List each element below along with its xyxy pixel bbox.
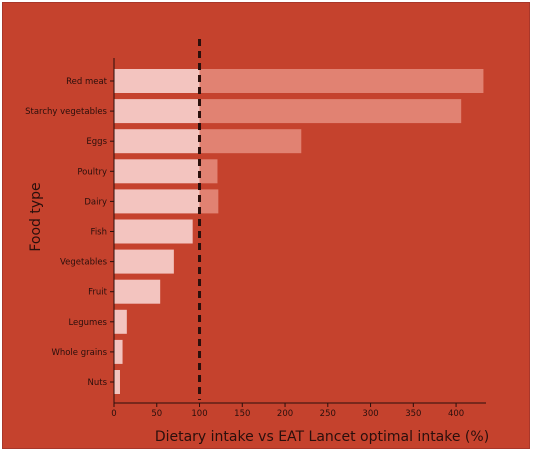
bar-poultry <box>114 159 200 184</box>
x-tick-label-100: 100 <box>191 409 207 419</box>
y-tick-label-starchy-vegetables: Starchy vegetables <box>25 107 107 117</box>
x-tick-label-50: 50 <box>151 409 162 419</box>
bar-excess-eggs <box>199 129 302 154</box>
y-tick-labels: Red meat Starchy vegetables Eggs Poultry Dai… <box>25 77 114 388</box>
y-tick-label-red-meat: Red meat <box>66 77 108 87</box>
x-tick-labels: 0 50 100 150 200 250 300 350 400 <box>111 403 464 419</box>
bar-excess-dairy <box>199 189 219 214</box>
x-tick-label-200: 200 <box>277 409 293 419</box>
bar-fish <box>114 219 193 244</box>
y-tick-label-dairy: Dairy <box>84 197 107 207</box>
bar-nuts <box>114 370 120 394</box>
bar-starchy-vegetables <box>114 99 200 124</box>
bar-excess-red-meat <box>199 69 484 93</box>
x-tick-label-300: 300 <box>362 409 378 419</box>
y-tick-label-eggs: Eggs <box>86 137 107 147</box>
y-tick-label-vegetables: Vegetables <box>60 258 108 268</box>
x-tick-label-250: 250 <box>320 409 336 419</box>
y-tick-label-nuts: Nuts <box>87 378 107 388</box>
y-axis-title: Food type <box>28 182 44 251</box>
x-axis-title: Dietary intake vs EAT Lancet optimal int… <box>155 429 489 445</box>
bar-vegetables <box>114 249 174 274</box>
y-tick-label-poultry: Poultry <box>77 167 107 177</box>
y-tick-label-fish: Fish <box>91 228 107 238</box>
bar-whole-grains <box>114 339 123 364</box>
y-tick-label-fruit: Fruit <box>88 288 108 298</box>
bars-layer <box>114 69 484 394</box>
bar-eggs <box>114 129 200 154</box>
x-tick-label-400: 400 <box>448 409 464 419</box>
bar-excess-poultry <box>199 159 218 184</box>
bar-fruit <box>114 279 161 304</box>
bar-chart: Red meat Starchy vegetables Eggs Poultry Dai… <box>3 3 529 448</box>
x-tick-label-0: 0 <box>111 409 116 419</box>
bar-red-meat <box>114 69 200 93</box>
x-tick-label-150: 150 <box>234 409 250 419</box>
bar-legumes <box>114 309 127 334</box>
bar-dairy <box>114 189 200 214</box>
y-tick-label-whole-grains: Whole grains <box>51 348 107 358</box>
y-tick-label-legumes: Legumes <box>68 318 107 328</box>
bar-excess-starchy-vegetables <box>199 99 462 124</box>
x-tick-label-350: 350 <box>405 409 421 419</box>
